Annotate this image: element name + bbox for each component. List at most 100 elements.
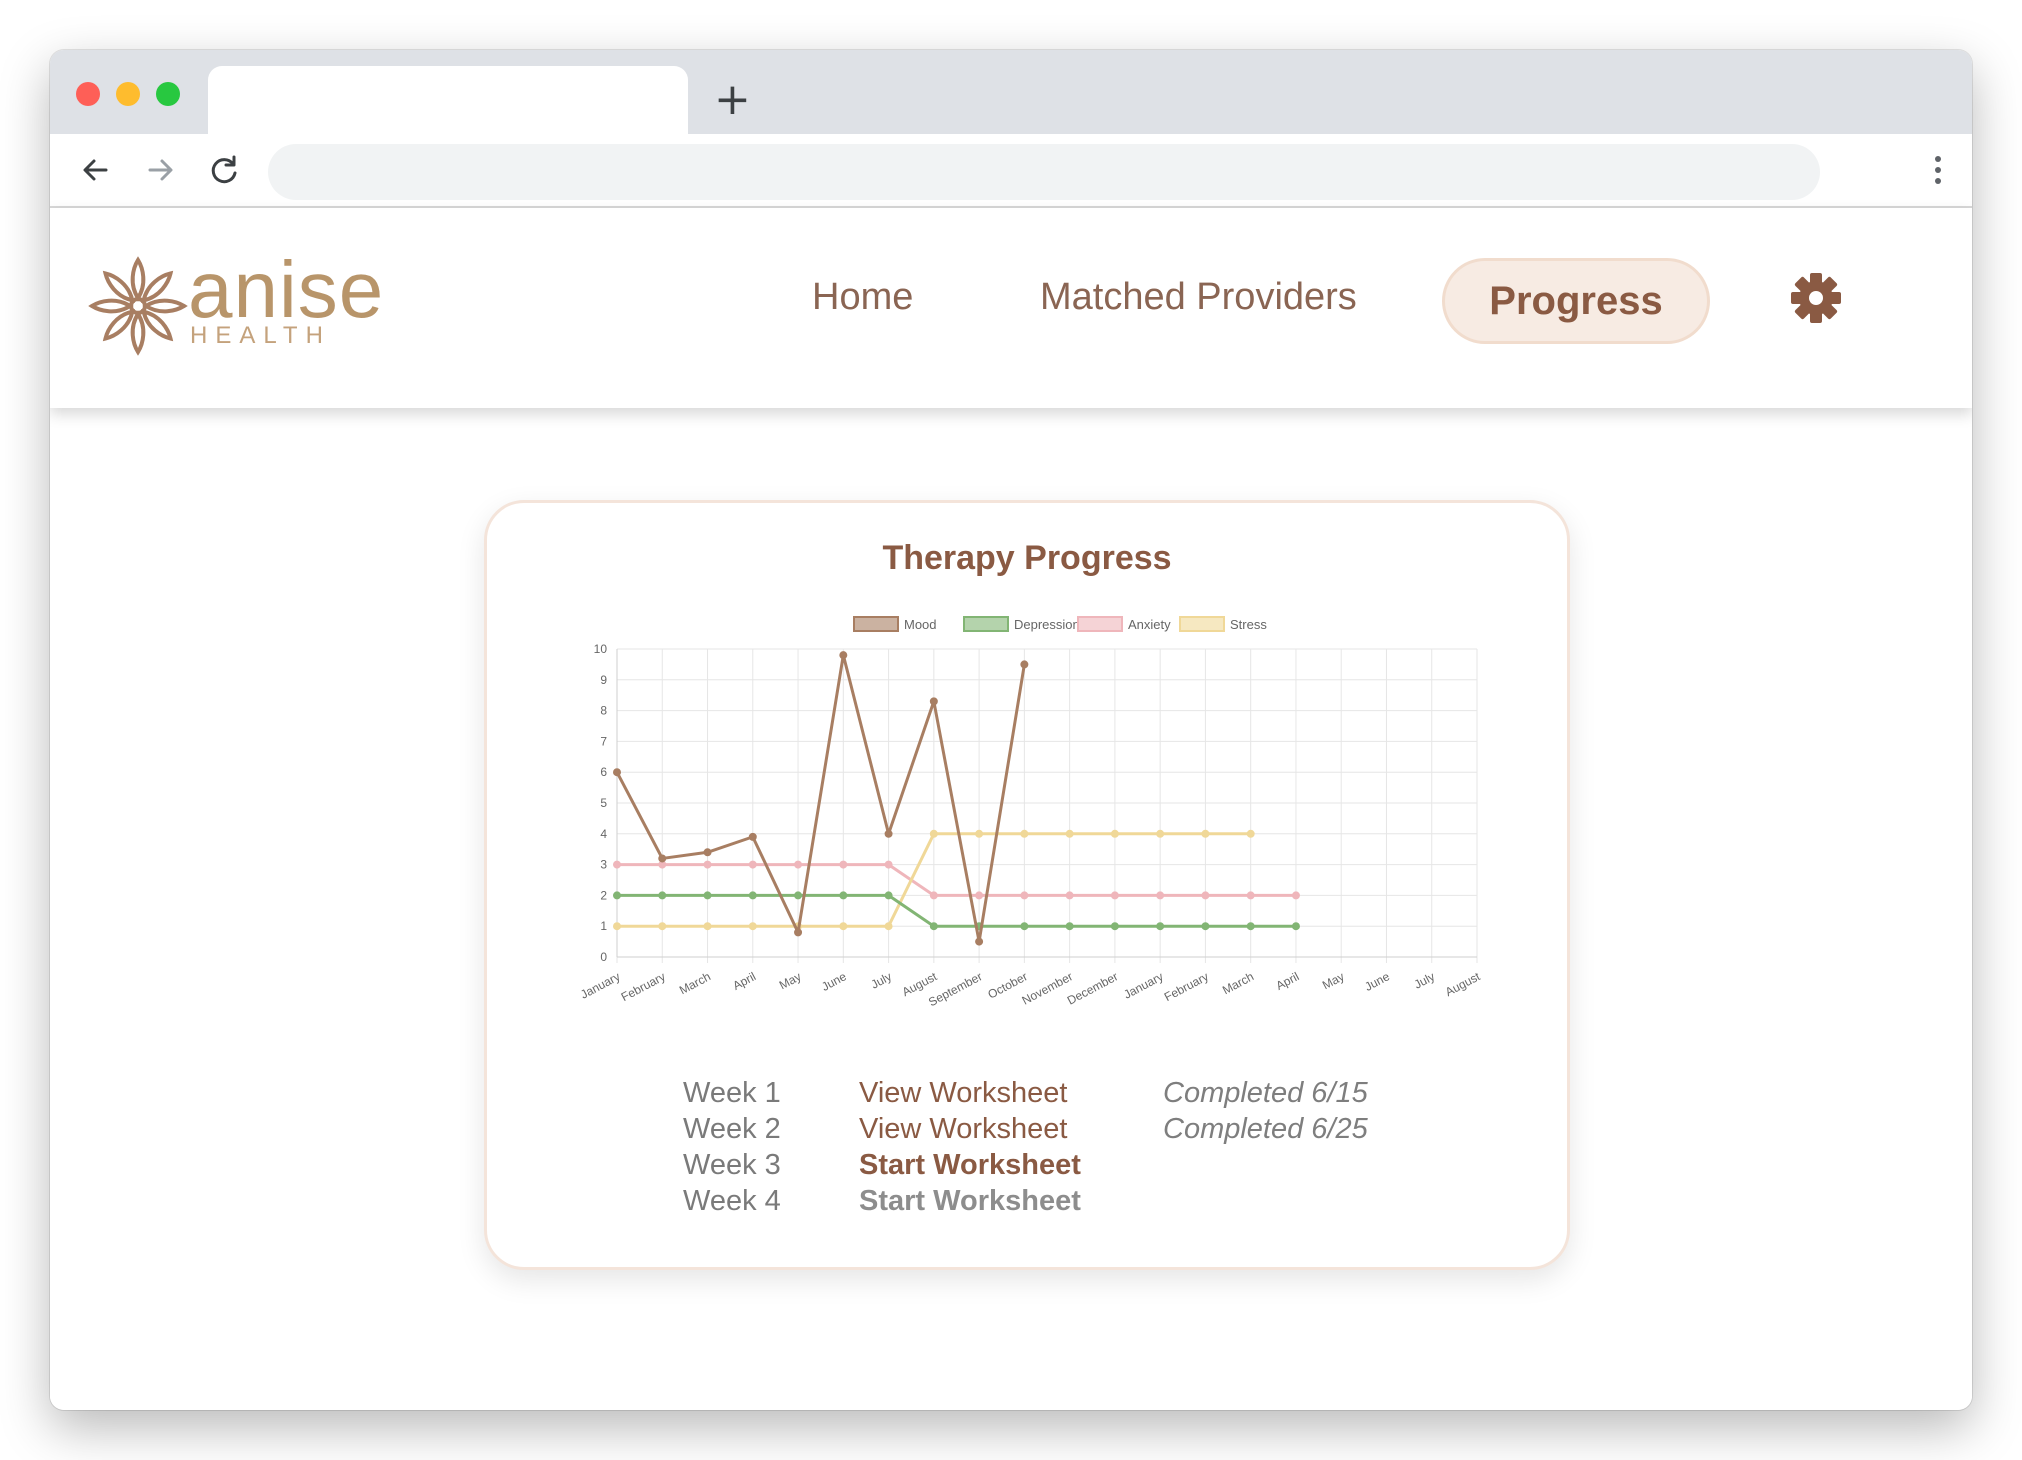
data-point-anxiety[interactable]	[613, 860, 621, 869]
series-line-anxiety	[617, 863, 1296, 897]
data-point-anxiety[interactable]	[1020, 891, 1029, 900]
browser-tab[interactable]	[208, 66, 688, 134]
week-label: Week 2	[683, 1113, 781, 1145]
data-point-anxiety[interactable]	[1065, 891, 1074, 900]
data-point-stress[interactable]	[1156, 829, 1165, 838]
nav-home[interactable]: Home	[812, 276, 914, 318]
anise-health-logo[interactable]: anise HEALTH	[88, 245, 428, 366]
data-point-anxiety[interactable]	[748, 860, 757, 869]
data-point-anxiety[interactable]	[929, 891, 938, 900]
data-point-stress[interactable]	[1110, 829, 1119, 838]
data-point-mood[interactable]	[975, 937, 984, 946]
data-point-mood[interactable]	[658, 854, 667, 863]
y-tick-label: 9	[600, 673, 607, 687]
back-arrow-icon[interactable]	[74, 148, 118, 192]
data-point-depression[interactable]	[794, 891, 803, 900]
data-point-stress[interactable]	[975, 829, 984, 838]
data-point-depression[interactable]	[929, 922, 938, 931]
data-point-mood[interactable]	[839, 651, 848, 660]
x-tick-label: July	[1412, 969, 1437, 991]
data-point-depression[interactable]	[1156, 922, 1165, 931]
data-point-depression[interactable]	[703, 891, 712, 900]
data-point-anxiety[interactable]	[1246, 891, 1255, 900]
data-point-mood[interactable]	[613, 768, 621, 777]
nav-matched-providers[interactable]: Matched Providers	[1040, 276, 1357, 318]
new-tab-button[interactable]: +	[714, 74, 751, 125]
data-point-stress[interactable]	[658, 922, 667, 931]
data-point-anxiety[interactable]	[975, 891, 984, 900]
view-worksheet-link[interactable]: View Worksheet	[859, 1077, 1068, 1109]
nav-progress[interactable]: Progress	[1442, 258, 1710, 344]
start-worksheet-link[interactable]: Start Worksheet	[859, 1149, 1081, 1181]
logo-wordmark: anise	[188, 245, 385, 334]
data-point-depression[interactable]	[658, 891, 667, 900]
data-point-stress[interactable]	[1065, 829, 1074, 838]
x-tick-label: July	[869, 969, 894, 991]
data-point-depression[interactable]	[748, 891, 757, 900]
data-point-anxiety[interactable]	[1201, 891, 1210, 900]
data-point-stress[interactable]	[929, 829, 938, 838]
view-worksheet-link[interactable]: View Worksheet	[859, 1113, 1068, 1145]
data-point-anxiety[interactable]	[1291, 891, 1300, 900]
reload-icon[interactable]	[202, 148, 246, 192]
y-tick-label: 3	[600, 858, 607, 872]
data-point-anxiety[interactable]	[839, 860, 848, 869]
worksheet-row: Week 2 View Worksheet Completed 6/25	[683, 1111, 1443, 1147]
data-point-anxiety[interactable]	[884, 860, 893, 869]
y-tick-label: 0	[600, 950, 607, 964]
data-point-anxiety[interactable]	[1156, 891, 1165, 900]
data-point-depression[interactable]	[1291, 922, 1300, 931]
x-tick-label: January	[1121, 969, 1165, 1001]
y-tick-label: 2	[600, 888, 607, 902]
x-tick-label: May	[1320, 969, 1347, 992]
close-window-button[interactable]	[76, 82, 100, 106]
data-point-stress[interactable]	[839, 922, 848, 931]
address-bar[interactable]	[268, 144, 1820, 200]
worksheet-row: Week 3 Start Worksheet	[683, 1147, 1443, 1183]
data-point-depression[interactable]	[1201, 922, 1210, 931]
data-point-anxiety[interactable]	[1110, 891, 1119, 900]
data-point-mood[interactable]	[748, 832, 757, 841]
x-tick-label: December	[1065, 969, 1120, 1007]
data-point-mood[interactable]	[794, 928, 803, 937]
data-point-mood[interactable]	[703, 848, 712, 857]
maximize-window-button[interactable]	[156, 82, 180, 106]
data-point-depression[interactable]	[1020, 922, 1029, 931]
data-point-stress[interactable]	[613, 922, 621, 931]
minimize-window-button[interactable]	[116, 82, 140, 106]
series-line-depression	[617, 893, 1296, 928]
data-point-depression[interactable]	[1110, 922, 1119, 931]
legend-swatch[interactable]	[963, 616, 1009, 632]
data-point-stress[interactable]	[884, 922, 893, 931]
week-label: Week 3	[683, 1149, 781, 1181]
data-point-depression[interactable]	[613, 891, 621, 900]
data-point-depression[interactable]	[1065, 922, 1074, 931]
data-point-stress[interactable]	[703, 922, 712, 931]
data-point-stress[interactable]	[1201, 829, 1210, 838]
x-tick-label: February	[1162, 969, 1211, 1004]
settings-gear-icon[interactable]	[1790, 272, 1842, 324]
data-point-stress[interactable]	[748, 922, 757, 931]
kebab-menu-icon[interactable]	[1934, 156, 1942, 188]
y-tick-label: 4	[600, 827, 607, 841]
data-point-stress[interactable]	[1246, 829, 1255, 838]
data-point-stress[interactable]	[1020, 829, 1029, 838]
data-point-depression[interactable]	[884, 891, 893, 900]
forward-arrow-icon[interactable]	[138, 148, 182, 192]
data-point-mood[interactable]	[884, 829, 893, 838]
flower-logo-icon	[88, 256, 188, 356]
data-point-depression[interactable]	[839, 891, 848, 900]
page-content: anise HEALTH Home Matched Providers Prog…	[50, 208, 1972, 1410]
legend-swatch[interactable]	[1179, 616, 1225, 632]
legend-label: Anxiety	[1128, 617, 1171, 632]
data-point-anxiety[interactable]	[703, 860, 712, 869]
data-point-anxiety[interactable]	[794, 860, 803, 869]
data-point-mood[interactable]	[1020, 660, 1029, 669]
data-point-depression[interactable]	[1246, 922, 1255, 931]
y-tick-label: 7	[600, 734, 607, 748]
legend-swatch[interactable]	[1077, 616, 1123, 632]
legend-swatch[interactable]	[853, 616, 899, 632]
data-point-mood[interactable]	[929, 697, 938, 706]
tab-bar: +	[50, 50, 1972, 134]
x-tick-label: November	[1020, 969, 1075, 1007]
